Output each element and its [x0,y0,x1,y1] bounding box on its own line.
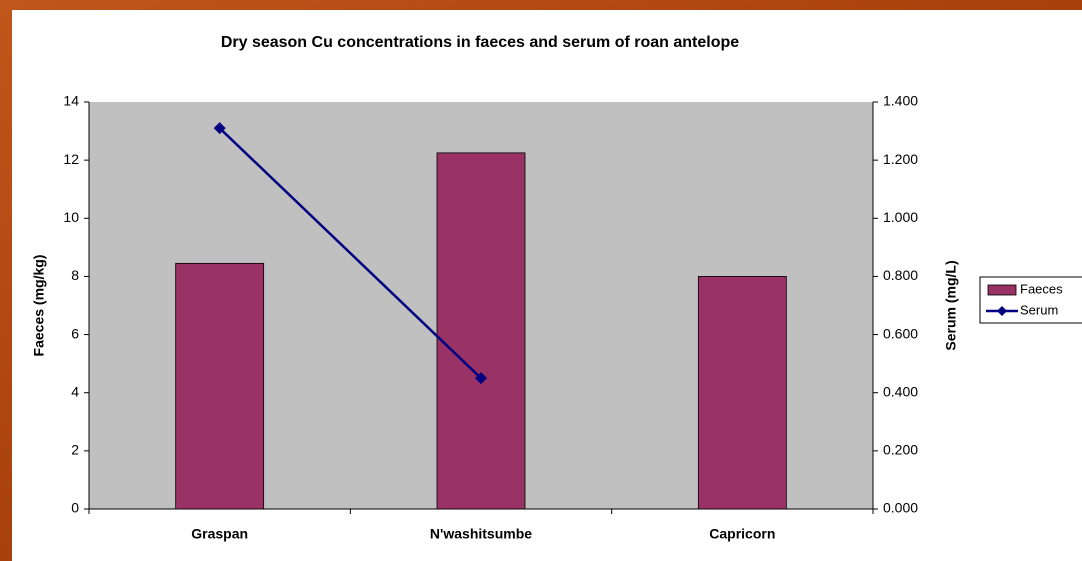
y-tick-label: 12 [63,151,79,167]
y-axis-label: Faeces (mg/kg) [31,255,47,357]
legend-label: Serum [1020,302,1058,317]
legend [979,276,1082,324]
y2-tick-label: 0.200 [883,442,918,458]
y2-tick-label: 0.800 [883,267,918,283]
bar [697,276,787,510]
x-tick-label: Graspan [191,526,248,542]
y-tick-label: 14 [63,93,79,109]
line-marker [475,372,487,385]
legend-marker [997,306,1007,316]
y-tick-label: 10 [63,209,79,225]
y2-tick-label: 0.000 [883,500,918,516]
y2-axis-label: Serum (mg/L) [943,260,959,350]
y2-tick-label: 0.600 [883,325,918,341]
y2-tick-label: 0.400 [883,383,918,399]
x-tick-label: Capricorn [709,526,775,542]
legend-label: Faeces [1020,281,1063,296]
y-tick-label: 4 [71,383,79,399]
x-tick-label: N'washitsumbe [430,526,532,542]
y2-tick-label: 1.000 [883,209,918,225]
line-marker [213,122,226,135]
y-tick-label: 6 [71,325,79,341]
y2-tick-label: 1.200 [883,151,918,167]
bar [436,152,526,510]
legend-swatch [987,284,1017,296]
chart-title: Dry season Cu concentrations in faeces a… [221,34,739,51]
bar [175,262,265,510]
y-tick-label: 2 [71,442,79,458]
y-tick-label: 8 [71,267,79,283]
y-tick-label: 0 [71,500,79,516]
y2-tick-label: 1.400 [883,93,918,109]
series-line [218,127,482,380]
